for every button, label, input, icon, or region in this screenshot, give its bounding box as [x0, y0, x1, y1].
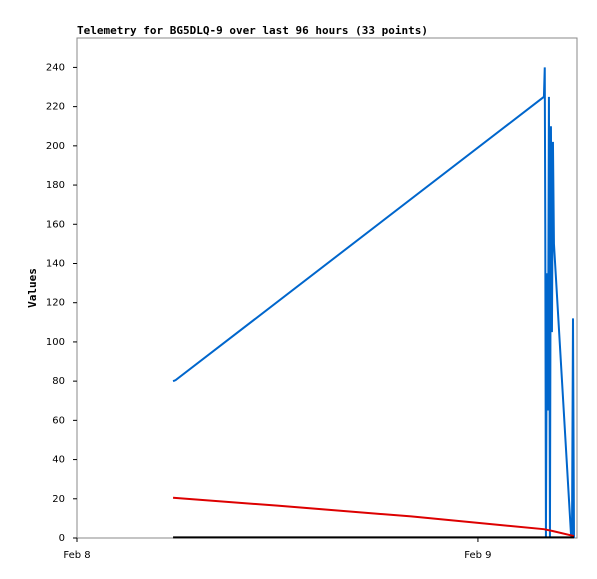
y-tick-label: 80 — [52, 376, 65, 387]
y-tick-label: 40 — [52, 455, 65, 466]
x-tick-label: Feb 9 — [464, 550, 491, 561]
plot-frame — [76, 37, 578, 539]
y-tick-label: 180 — [46, 180, 65, 191]
y-tick-label: 140 — [46, 258, 65, 269]
y-tick-label: 220 — [46, 102, 65, 113]
y-tick-label: 60 — [52, 415, 65, 426]
y-tick-label: 120 — [46, 298, 65, 309]
data-line — [172, 496, 575, 538]
data-line — [172, 67, 575, 539]
x-tick-label: Feb 8 — [63, 550, 90, 561]
y-tick-label: 240 — [46, 62, 65, 73]
y-axis-label: Values — [26, 268, 39, 308]
y-tick-label: 0 — [59, 533, 65, 544]
y-tick-label: 160 — [46, 219, 65, 230]
y-tick-label: 100 — [46, 337, 65, 348]
y-tick-label: 200 — [46, 141, 65, 152]
chart-title: Telemetry for BG5DLQ-9 over last 96 hour… — [77, 24, 428, 37]
y-tick-label: 20 — [52, 494, 65, 505]
